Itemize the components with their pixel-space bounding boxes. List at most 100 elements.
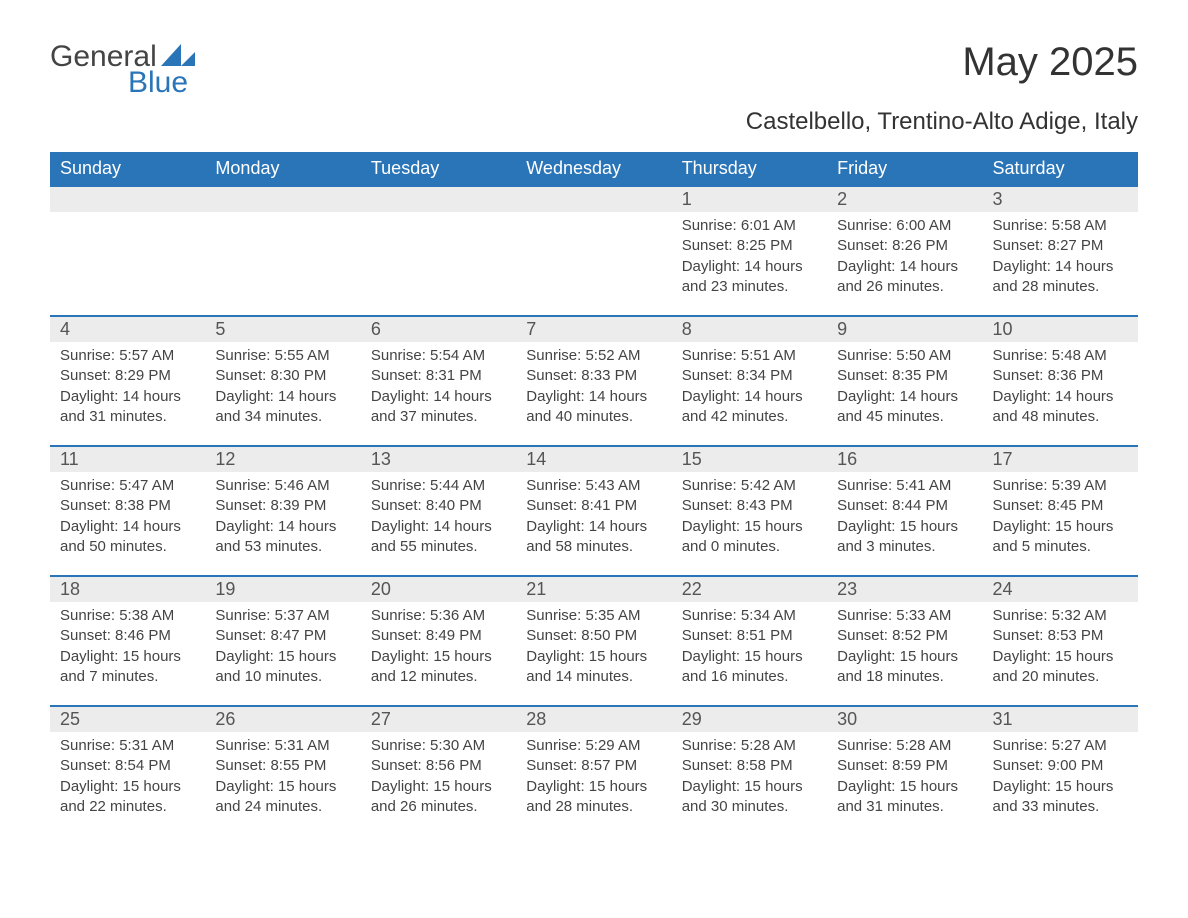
calendar-day-cell: 24Sunrise: 5:32 AMSunset: 8:53 PMDayligh… <box>983 575 1138 705</box>
sunset-line: Sunset: 8:30 PM <box>215 366 350 386</box>
day-number: 19 <box>205 577 360 602</box>
sunrise-line: Sunrise: 5:51 AM <box>682 346 817 366</box>
day-details: Sunrise: 6:01 AMSunset: 8:25 PMDaylight:… <box>672 212 827 307</box>
sunrise-line: Sunrise: 5:54 AM <box>371 346 506 366</box>
day-number: 1 <box>672 187 827 212</box>
sunrise-line: Sunrise: 5:39 AM <box>993 476 1128 496</box>
day-number: 3 <box>983 187 1138 212</box>
day-number: 11 <box>50 447 205 472</box>
day-number: 29 <box>672 707 827 732</box>
calendar-empty-cell <box>205 185 360 315</box>
day-number: 10 <box>983 317 1138 342</box>
calendar-day-cell: 11Sunrise: 5:47 AMSunset: 8:38 PMDayligh… <box>50 445 205 575</box>
sunset-line: Sunset: 8:45 PM <box>993 496 1128 516</box>
brand-triangle-icon <box>161 44 195 66</box>
sunset-line: Sunset: 8:38 PM <box>60 496 195 516</box>
day-number: 7 <box>516 317 671 342</box>
calendar-row: 4Sunrise: 5:57 AMSunset: 8:29 PMDaylight… <box>50 315 1138 445</box>
sunset-line: Sunset: 8:40 PM <box>371 496 506 516</box>
daylight-line: Daylight: 15 hours and 7 minutes. <box>60 647 195 688</box>
sunrise-line: Sunrise: 5:50 AM <box>837 346 972 366</box>
calendar-day-cell: 1Sunrise: 6:01 AMSunset: 8:25 PMDaylight… <box>672 185 827 315</box>
sunrise-line: Sunrise: 5:44 AM <box>371 476 506 496</box>
daylight-line: Daylight: 14 hours and 34 minutes. <box>215 387 350 428</box>
sunset-line: Sunset: 8:53 PM <box>993 626 1128 646</box>
day-details: Sunrise: 5:28 AMSunset: 8:59 PMDaylight:… <box>827 732 982 827</box>
day-details: Sunrise: 5:34 AMSunset: 8:51 PMDaylight:… <box>672 602 827 697</box>
sunrise-line: Sunrise: 5:52 AM <box>526 346 661 366</box>
calendar-day-cell: 6Sunrise: 5:54 AMSunset: 8:31 PMDaylight… <box>361 315 516 445</box>
calendar-header-cell: Tuesday <box>361 152 516 185</box>
daylight-line: Daylight: 15 hours and 0 minutes. <box>682 517 817 558</box>
calendar-header-cell: Thursday <box>672 152 827 185</box>
sunrise-line: Sunrise: 5:31 AM <box>60 736 195 756</box>
sunrise-line: Sunrise: 5:30 AM <box>371 736 506 756</box>
day-details: Sunrise: 5:35 AMSunset: 8:50 PMDaylight:… <box>516 602 671 697</box>
day-details: Sunrise: 5:33 AMSunset: 8:52 PMDaylight:… <box>827 602 982 697</box>
calendar-day-cell: 7Sunrise: 5:52 AMSunset: 8:33 PMDaylight… <box>516 315 671 445</box>
sunset-line: Sunset: 8:59 PM <box>837 756 972 776</box>
sunrise-line: Sunrise: 5:27 AM <box>993 736 1128 756</box>
sunset-line: Sunset: 8:52 PM <box>837 626 972 646</box>
calendar-row: 11Sunrise: 5:47 AMSunset: 8:38 PMDayligh… <box>50 445 1138 575</box>
sunrise-line: Sunrise: 6:00 AM <box>837 216 972 236</box>
day-number: 8 <box>672 317 827 342</box>
calendar-header-cell: Friday <box>827 152 982 185</box>
day-details: Sunrise: 5:32 AMSunset: 8:53 PMDaylight:… <box>983 602 1138 697</box>
daylight-line: Daylight: 15 hours and 31 minutes. <box>837 777 972 818</box>
daylight-line: Daylight: 14 hours and 42 minutes. <box>682 387 817 428</box>
sunrise-line: Sunrise: 5:42 AM <box>682 476 817 496</box>
sunset-line: Sunset: 8:34 PM <box>682 366 817 386</box>
daylight-line: Daylight: 14 hours and 53 minutes. <box>215 517 350 558</box>
day-details: Sunrise: 5:46 AMSunset: 8:39 PMDaylight:… <box>205 472 360 567</box>
daylight-line: Daylight: 15 hours and 26 minutes. <box>371 777 506 818</box>
day-number: 4 <box>50 317 205 342</box>
daylight-line: Daylight: 15 hours and 10 minutes. <box>215 647 350 688</box>
daylight-line: Daylight: 14 hours and 37 minutes. <box>371 387 506 428</box>
daylight-line: Daylight: 15 hours and 24 minutes. <box>215 777 350 818</box>
day-number: 23 <box>827 577 982 602</box>
calendar-day-cell: 20Sunrise: 5:36 AMSunset: 8:49 PMDayligh… <box>361 575 516 705</box>
sunset-line: Sunset: 8:36 PM <box>993 366 1128 386</box>
daylight-line: Daylight: 14 hours and 58 minutes. <box>526 517 661 558</box>
page-subtitle: Castelbello, Trentino-Alto Adige, Italy <box>50 108 1138 136</box>
brand-logo: General Blue <box>50 40 195 100</box>
calendar-day-cell: 10Sunrise: 5:48 AMSunset: 8:36 PMDayligh… <box>983 315 1138 445</box>
calendar-day-cell: 25Sunrise: 5:31 AMSunset: 8:54 PMDayligh… <box>50 705 205 835</box>
sunrise-line: Sunrise: 5:36 AM <box>371 606 506 626</box>
day-details: Sunrise: 5:48 AMSunset: 8:36 PMDaylight:… <box>983 342 1138 437</box>
sunset-line: Sunset: 8:56 PM <box>371 756 506 776</box>
day-number: 17 <box>983 447 1138 472</box>
day-details: Sunrise: 5:37 AMSunset: 8:47 PMDaylight:… <box>205 602 360 697</box>
day-details: Sunrise: 5:47 AMSunset: 8:38 PMDaylight:… <box>50 472 205 567</box>
sunset-line: Sunset: 8:58 PM <box>682 756 817 776</box>
sunset-line: Sunset: 9:00 PM <box>993 756 1128 776</box>
page-title: May 2025 <box>962 40 1138 85</box>
daylight-line: Daylight: 14 hours and 55 minutes. <box>371 517 506 558</box>
day-number: 22 <box>672 577 827 602</box>
sunset-line: Sunset: 8:39 PM <box>215 496 350 516</box>
day-number: 15 <box>672 447 827 472</box>
day-details: Sunrise: 5:31 AMSunset: 8:55 PMDaylight:… <box>205 732 360 827</box>
sunrise-line: Sunrise: 5:31 AM <box>215 736 350 756</box>
calendar-day-cell: 26Sunrise: 5:31 AMSunset: 8:55 PMDayligh… <box>205 705 360 835</box>
day-details: Sunrise: 5:54 AMSunset: 8:31 PMDaylight:… <box>361 342 516 437</box>
day-number: 5 <box>205 317 360 342</box>
calendar-day-cell: 19Sunrise: 5:37 AMSunset: 8:47 PMDayligh… <box>205 575 360 705</box>
day-details: Sunrise: 5:52 AMSunset: 8:33 PMDaylight:… <box>516 342 671 437</box>
day-number: 20 <box>361 577 516 602</box>
empty-day-strip <box>361 187 516 212</box>
sunset-line: Sunset: 8:27 PM <box>993 236 1128 256</box>
sunset-line: Sunset: 8:47 PM <box>215 626 350 646</box>
sunset-line: Sunset: 8:54 PM <box>60 756 195 776</box>
day-details: Sunrise: 5:27 AMSunset: 9:00 PMDaylight:… <box>983 732 1138 827</box>
day-number: 9 <box>827 317 982 342</box>
day-number: 16 <box>827 447 982 472</box>
calendar-day-cell: 13Sunrise: 5:44 AMSunset: 8:40 PMDayligh… <box>361 445 516 575</box>
calendar-empty-cell <box>516 185 671 315</box>
daylight-line: Daylight: 15 hours and 12 minutes. <box>371 647 506 688</box>
calendar-day-cell: 5Sunrise: 5:55 AMSunset: 8:30 PMDaylight… <box>205 315 360 445</box>
sunset-line: Sunset: 8:55 PM <box>215 756 350 776</box>
sunset-line: Sunset: 8:26 PM <box>837 236 972 256</box>
sunrise-line: Sunrise: 5:43 AM <box>526 476 661 496</box>
